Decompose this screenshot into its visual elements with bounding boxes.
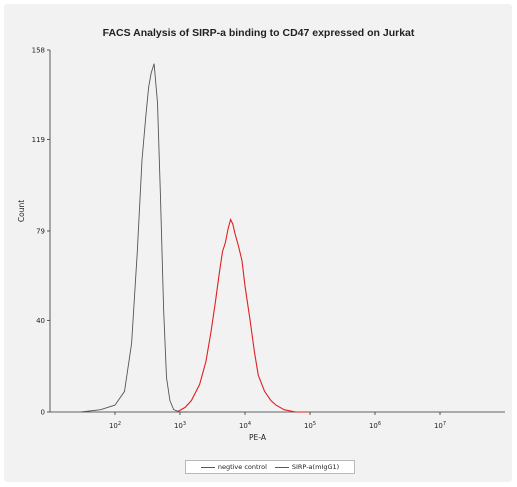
y-tick-label: 0 — [41, 409, 45, 417]
x-axis-label: PE-A — [249, 433, 267, 442]
x-tick-label: 104 — [239, 421, 251, 430]
series-group — [80, 63, 307, 413]
legend: negtive control SIRP-a(mIgG1) — [185, 460, 355, 474]
y-axis-label: Count — [17, 200, 26, 222]
x-tick-label: 105 — [304, 421, 316, 430]
x-tick-label: 106 — [369, 421, 381, 430]
legend-label-sirp: SIRP-a(mIgG1) — [291, 463, 340, 471]
y-tick-label: 79 — [36, 228, 45, 236]
y-tick-label: 40 — [36, 317, 45, 325]
legend-swatch-sirp — [274, 466, 289, 468]
y-tick-label: 158 — [32, 47, 45, 55]
series-negative-control-line — [80, 63, 188, 413]
legend-swatch-negative — [200, 466, 215, 468]
x-tick-label: 103 — [174, 421, 186, 430]
legend-label-negative: negtive control — [217, 463, 267, 471]
x-tick-label: 107 — [434, 421, 446, 430]
y-tick-label: 119 — [32, 136, 45, 144]
legend-item-negative-control: negtive control — [200, 463, 267, 471]
axes: 0 40 79 119 158 102 103 104 105 106 107 PE-A Count — [17, 47, 505, 442]
legend-item-sirp-a: SIRP-a(mIgG1) — [274, 463, 340, 471]
x-tick-label: 102 — [109, 421, 121, 430]
chart-frame — [4, 4, 512, 482]
chart-title: FACS Analysis of SIRP-a binding to CD47 … — [102, 27, 415, 39]
series-sirp-a-line — [176, 217, 307, 413]
